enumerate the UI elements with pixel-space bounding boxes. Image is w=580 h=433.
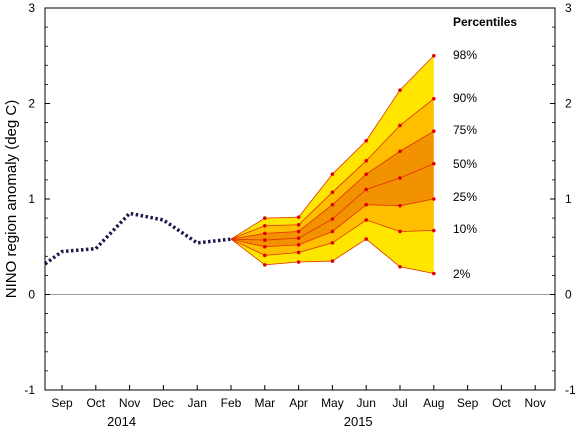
- percentile-point: [330, 190, 335, 195]
- x-axis-ticks: Sep Oct Nov Dec Jan Feb Mar Apr May Jun Jul Aug Sep O…: [51, 385, 546, 410]
- y-tick-label-left: 3: [28, 1, 35, 15]
- percentile-point: [296, 215, 301, 219]
- percentile-point: [364, 202, 369, 207]
- percentile-point: [364, 237, 369, 241]
- percentile-point: [296, 236, 301, 240]
- y-tick-label-right: 1: [565, 192, 572, 206]
- y-tick-label-left: 2: [28, 97, 35, 111]
- percentile-point: [364, 138, 369, 143]
- percentile-point: [296, 222, 301, 227]
- percentile-point: [364, 187, 369, 192]
- percentile-label: 25%: [453, 190, 477, 204]
- percentile-point: [263, 231, 267, 236]
- observed-series-line: [44, 211, 232, 266]
- x-tick-label: Feb: [221, 396, 242, 410]
- percentile-point: [364, 218, 369, 222]
- x-tick-label: Sep: [51, 396, 73, 410]
- percentile-point: [398, 149, 402, 154]
- percentile-point: [364, 159, 369, 163]
- percentile-point: [432, 129, 436, 133]
- x-tick-label: Oct: [86, 396, 105, 410]
- percentile-point: [263, 238, 267, 242]
- percentile-point: [330, 259, 335, 263]
- percentile-point: [263, 216, 267, 220]
- percentile-label: 90%: [453, 91, 477, 105]
- x-tick-label: Jan: [188, 396, 207, 410]
- y-tick-label-right: 3: [565, 1, 572, 15]
- percentile-label: 2%: [453, 267, 471, 281]
- x-tick-label: Mar: [254, 396, 275, 410]
- percentile-point: [398, 123, 402, 128]
- x-tick-label: Aug: [423, 396, 444, 410]
- percentile-point: [263, 253, 267, 258]
- percentile-label: 98%: [453, 48, 477, 62]
- year-labels: 2014 2015: [107, 414, 373, 429]
- percentile-point: [398, 88, 402, 92]
- percentile-point: [330, 229, 335, 234]
- percentile-point: [398, 229, 402, 234]
- year-label: 2015: [344, 414, 373, 429]
- percentile-point: [398, 265, 402, 269]
- percentile-point: [330, 241, 335, 245]
- percentile-point: [296, 229, 301, 234]
- percentile-point: [432, 53, 436, 58]
- percentile-label: 75%: [453, 123, 477, 137]
- x-tick-label: Jul: [392, 396, 407, 410]
- percentile-point: [296, 243, 301, 247]
- percentile-bands: [231, 55, 434, 274]
- x-tick-label: Sep: [457, 396, 479, 410]
- percentile-point: [398, 176, 402, 180]
- x-tick-label: Nov: [525, 396, 546, 410]
- x-tick-label: Dec: [153, 396, 174, 410]
- percentile-point: [432, 197, 436, 201]
- percentile-point: [330, 202, 335, 207]
- percentile-label: 50%: [453, 157, 477, 171]
- year-label: 2014: [107, 414, 136, 429]
- percentile-point: [432, 161, 436, 166]
- band-50%-25%: [231, 163, 434, 247]
- percentile-point: [398, 203, 402, 208]
- band-25%-10%: [231, 199, 434, 256]
- percentile-markers: [263, 53, 436, 276]
- plot-frame: [44, 7, 556, 391]
- x-tick-label: May: [321, 396, 344, 410]
- percentile-label: 10%: [453, 222, 477, 236]
- y-tick-label-right: 2: [565, 97, 572, 111]
- x-tick-label: Apr: [289, 396, 308, 410]
- percentile-point: [263, 263, 267, 267]
- percentile-point: [432, 271, 436, 276]
- y-tick-label-right: -1: [565, 383, 576, 397]
- percentile-point: [296, 260, 301, 264]
- y-tick-label-left: 1: [28, 192, 35, 206]
- percentile-point: [263, 223, 267, 228]
- y-tick-label-left: 0: [28, 288, 35, 302]
- percentile-point: [263, 244, 267, 249]
- percentile-point: [330, 217, 335, 221]
- band-10%-2%: [231, 220, 434, 274]
- percentile-point: [296, 250, 301, 255]
- percentiles-title: Percentiles: [453, 15, 517, 29]
- y-axis-ticks: -1 -1 0 0 1 1 2 2 3 3: [24, 1, 576, 397]
- x-tick-label: Nov: [119, 396, 140, 410]
- x-tick-label: Oct: [492, 396, 511, 410]
- y-axis-title: NINO region anomaly (deg C): [3, 100, 20, 298]
- percentile-point: [432, 228, 436, 233]
- x-tick-label: Jun: [357, 396, 376, 410]
- y-tick-label-right: 0: [565, 288, 572, 302]
- percentile-point: [330, 172, 335, 176]
- percentile-point: [364, 172, 369, 176]
- y-tick-label-left: -1: [24, 383, 35, 397]
- percentile-labels: 98% 90% 75% 50% 25% 10% 2%: [453, 48, 477, 281]
- percentile-point: [432, 96, 436, 101]
